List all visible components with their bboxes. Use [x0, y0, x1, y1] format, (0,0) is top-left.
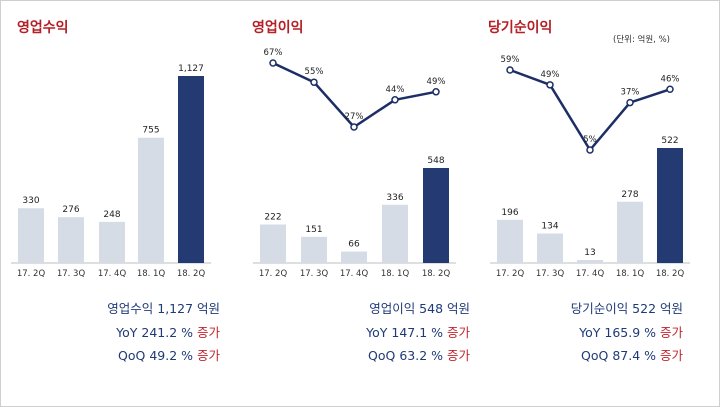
- net-income-panel: 당기순이익 196 17. 2Q 134 17. 3Q 13 17. 4Q 278 18. 1…: [480, 0, 720, 407]
- bar: [260, 224, 286, 263]
- operating-income-qoq-change: 증가: [446, 348, 470, 363]
- bar: [138, 137, 164, 263]
- revenue-qoq-change: 증가: [196, 348, 220, 363]
- category-tick-label: 18. 1Q: [381, 269, 410, 279]
- category-tick-label: 17. 2Q: [17, 269, 46, 279]
- revenue-title: 영업수익: [17, 20, 69, 36]
- margin-pct-label: 44%: [386, 85, 405, 95]
- category-tick-label: 17. 3Q: [300, 269, 329, 279]
- margin-point: [310, 78, 318, 86]
- margin-pct-label: 67%: [264, 48, 283, 58]
- net-income-title: 당기순이익: [488, 20, 553, 36]
- operating-income-chart: 222 17. 2Q 151 17. 3Q 66 17. 4Q 336 18. 1Q 548 18…: [253, 48, 456, 279]
- operating-income-yoy-value: YoY 147.1 %: [366, 325, 447, 340]
- margin-point: [586, 146, 594, 154]
- net-income-yoy-value: YoY 165.9 %: [579, 325, 660, 340]
- margin-point: [506, 66, 514, 74]
- revenue-headline: 영업수익 1,127 억원: [107, 301, 220, 316]
- operating-income-panel: 영업이익 222 17. 2Q 151 17. 3Q 66 17. 4Q 336 18. 1Q…: [240, 0, 480, 407]
- margin-point: [666, 85, 674, 94]
- bar-value-label: 522: [661, 136, 678, 146]
- margin-pct-label: 46%: [661, 74, 680, 84]
- margin-point: [269, 59, 277, 67]
- bar: [382, 204, 408, 263]
- category-tick-label: 18. 2Q: [177, 269, 206, 279]
- margin-pct-label: 27%: [345, 112, 364, 122]
- bar-value-label: 330: [22, 196, 39, 206]
- bar-value-label: 278: [621, 190, 638, 200]
- margin-point: [391, 96, 399, 104]
- net-income-chart: 196 17. 2Q 134 17. 3Q 13 17. 4Q 278 18. 1Q 522 18…: [490, 55, 690, 279]
- margin-point: [350, 123, 358, 131]
- margin-pct-label: 49%: [541, 70, 560, 80]
- margin-pct-label: 49%: [427, 77, 446, 87]
- margin-point: [546, 81, 554, 89]
- bar-value-label: 151: [305, 225, 322, 235]
- net-income-qoq-value: QoQ 87.4 %: [581, 348, 660, 363]
- bar: [617, 201, 643, 263]
- bar-value-label: 196: [501, 208, 518, 218]
- revenue-qoq: QoQ 49.2 % 증가: [118, 348, 220, 363]
- net-income-yoy-change: 증가: [659, 325, 683, 340]
- margin-point: [626, 98, 634, 107]
- revenue-yoy-change: 증가: [196, 325, 220, 340]
- revenue-chart: 330 17. 2Q 276 17. 3Q 248 17. 4Q 755 18. 1Q 1,12…: [11, 64, 211, 279]
- bar: [178, 76, 204, 263]
- bar-value-label: 134: [541, 221, 558, 231]
- operating-income-yoy: YoY 147.1 % 증가: [366, 325, 470, 340]
- bar: [99, 221, 125, 263]
- revenue-yoy-value: YoY 241.2 %: [116, 325, 197, 340]
- bar: [577, 260, 603, 263]
- bar: [497, 219, 523, 263]
- category-tick-label: 17. 2Q: [259, 269, 288, 279]
- net-income-yoy: YoY 165.9 % 증가: [579, 325, 683, 340]
- category-tick-label: 17. 4Q: [576, 269, 605, 279]
- bar: [341, 251, 367, 263]
- bar-value-label: 548: [427, 156, 444, 166]
- bar: [58, 217, 84, 263]
- operating-income-headline: 영업이익 548 억원: [369, 301, 470, 316]
- bar-value-label: 66: [348, 240, 360, 250]
- margin-pct-label: 55%: [305, 67, 324, 77]
- unit-note: (단위: 억원, %): [613, 35, 670, 45]
- bar: [423, 168, 449, 263]
- margin-pct-label: 5%: [583, 135, 597, 145]
- margin-pct-label: 37%: [621, 88, 640, 98]
- bar: [301, 236, 327, 263]
- operating-income-title: 영업이익: [252, 20, 304, 36]
- category-tick-label: 17. 4Q: [340, 269, 369, 279]
- operating-income-qoq-value: QoQ 63.2 %: [368, 348, 447, 363]
- bar-value-label: 336: [386, 193, 403, 203]
- net-income-qoq-change: 증가: [659, 348, 683, 363]
- category-tick-label: 18. 1Q: [616, 269, 645, 279]
- bar-value-label: 222: [264, 213, 281, 223]
- bar: [657, 148, 683, 263]
- revenue-yoy: YoY 241.2 % 증가: [116, 325, 220, 340]
- bar: [537, 233, 563, 263]
- category-tick-label: 17. 3Q: [536, 269, 565, 279]
- net-income-qoq: QoQ 87.4 % 증가: [581, 348, 683, 363]
- bar-value-label: 755: [142, 126, 159, 136]
- margin-pct-label: 59%: [501, 55, 520, 65]
- bar: [18, 208, 44, 263]
- bar-value-label: 248: [103, 210, 120, 220]
- category-tick-label: 17. 3Q: [57, 269, 86, 279]
- operating-income-qoq: QoQ 63.2 % 증가: [368, 348, 470, 363]
- revenue-panel: 영업수익 330 17. 2Q 276 17. 3Q 248 17. 4Q 755 18. 1…: [0, 0, 240, 407]
- bar-value-label: 1,127: [178, 64, 204, 74]
- operating-income-yoy-change: 증가: [446, 325, 470, 340]
- category-tick-label: 18. 2Q: [422, 269, 451, 279]
- revenue-qoq-value: QoQ 49.2 %: [118, 348, 197, 363]
- category-tick-label: 17. 4Q: [98, 269, 127, 279]
- bar-value-label: 276: [62, 205, 79, 215]
- margin-point: [432, 88, 440, 96]
- category-tick-label: 17. 2Q: [496, 269, 525, 279]
- category-tick-label: 18. 2Q: [656, 269, 685, 279]
- bar-value-label: 13: [584, 248, 595, 258]
- net-income-headline: 당기순이익 522 억원: [570, 301, 683, 316]
- category-tick-label: 18. 1Q: [137, 269, 166, 279]
